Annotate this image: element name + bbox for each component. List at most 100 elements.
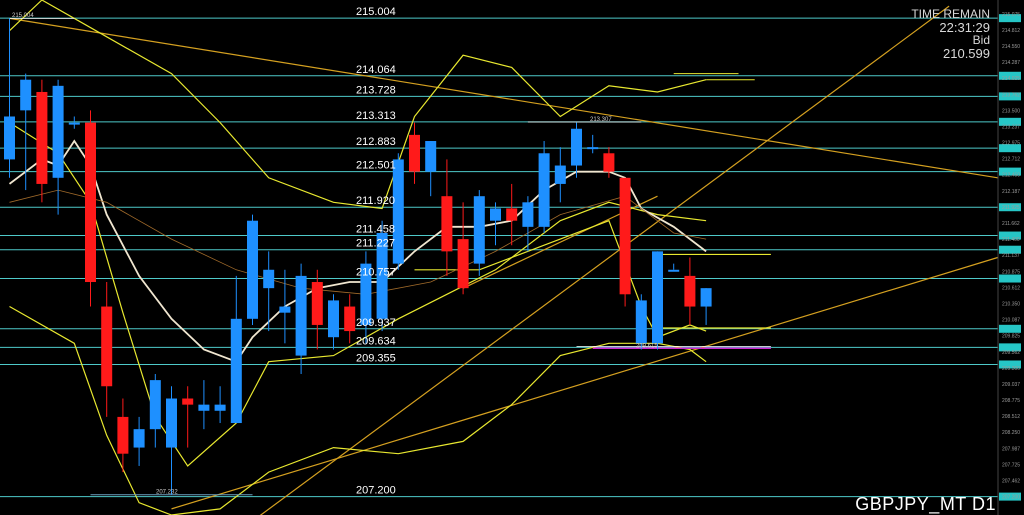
axis-tick-label: 209.562 (1002, 350, 1020, 356)
candle-body (360, 263, 372, 325)
axis-tick-label: 211.400 (1002, 237, 1020, 243)
level-label: 215.004 (356, 6, 396, 18)
candle-body (36, 91, 48, 184)
level-label: 214.064 (356, 64, 396, 76)
axis-tick-label: 208.250 (1002, 430, 1020, 436)
time-remain-label: TIME REMAIN (911, 7, 990, 21)
axis-tick-label: 212.712 (1002, 157, 1020, 163)
candle-body (441, 196, 453, 252)
candle-body (149, 380, 161, 430)
candle-body (311, 282, 323, 325)
axis-tick-label: 210.612 (1002, 285, 1020, 291)
axis-tick-label: 207.987 (1002, 446, 1020, 452)
candle-body (376, 232, 388, 319)
annotation-label: 213.307 (590, 117, 612, 123)
horizontal-levels (0, 17, 998, 498)
axis-tick-label: 208.775 (1002, 398, 1020, 404)
axis-tick-label: 210.087 (1002, 318, 1020, 324)
axis-tick-label: 212.187 (1002, 189, 1020, 195)
level-badge (999, 203, 1021, 212)
candle-body (52, 85, 64, 178)
level-badge (999, 167, 1021, 176)
candle-body (603, 153, 615, 172)
candle-body (101, 306, 113, 387)
candle-body (522, 202, 534, 227)
level-label: 212.501 (356, 160, 396, 172)
candle-body (571, 128, 582, 166)
axis-tick-label: 212.975 (1002, 141, 1020, 147)
level-badge (999, 231, 1021, 240)
candle-body (506, 208, 518, 221)
axis-tick-label: 208.512 (1002, 414, 1020, 420)
trend-lines (9, 5, 998, 515)
annotation-label: 209.615 (636, 344, 658, 350)
level-label: 211.227 (356, 238, 395, 250)
axis-tick-label: 209.037 (1002, 382, 1020, 388)
bid-value: 210.599 (943, 46, 990, 61)
price-axis: 207.200 207.462 207.725 207.987 208.250 208.5… (997, 0, 1021, 515)
level-label: 213.728 (356, 84, 396, 96)
candles (4, 18, 712, 495)
axis-tick-label: 214.287 (1002, 60, 1020, 66)
candle-body (182, 398, 194, 405)
level-badge (999, 245, 1021, 254)
candle-body (473, 196, 485, 264)
axis-tick-label: 207.200 (1002, 495, 1020, 501)
axis-tick-label: 210.350 (1002, 301, 1020, 307)
candle-body (652, 251, 663, 344)
level-labels: 215.004 214.064 213.728 213.313 212.883 212.5… (12, 6, 658, 496)
time-remain-value: 22:31:29 (939, 20, 990, 35)
axis-tick-label: 213.762 (1002, 92, 1020, 98)
level-label: 211.920 (356, 195, 395, 207)
candle-body (684, 275, 696, 307)
axis-tick-label: 209.825 (1002, 334, 1020, 340)
axis-tick-label: 211.662 (1002, 221, 1020, 227)
candle-body (279, 306, 291, 313)
candle-body (117, 416, 129, 454)
candle-body (668, 269, 680, 272)
axis-tick-label: 213.500 (1002, 108, 1020, 114)
level-badge (999, 274, 1021, 283)
band-line (9, 0, 707, 210)
candle-body (344, 306, 356, 332)
candle-body (554, 165, 566, 184)
axis-tick-label: 211.137 (1002, 253, 1020, 259)
axis-tick-label: 214.550 (1002, 44, 1020, 50)
level-badge (999, 144, 1021, 153)
bid-label: Bid (972, 33, 990, 47)
candle-body (587, 147, 599, 150)
level-badge (999, 14, 1021, 23)
candle-body (635, 300, 647, 344)
candle-body (409, 134, 420, 172)
candle-body (328, 300, 339, 338)
candle-body (538, 153, 550, 227)
candle-body (295, 275, 307, 356)
candle-body (214, 404, 226, 411)
level-label: 210.757 (356, 267, 396, 279)
candle-body (133, 429, 145, 448)
candle-body (85, 122, 96, 283)
annotation-label: 207.232 (156, 490, 178, 496)
candle-body (68, 122, 80, 125)
axis-tick-label: 207.462 (1002, 479, 1020, 485)
axis-tick-label: 207.725 (1002, 462, 1020, 468)
candle-body (457, 239, 469, 289)
level-badge (999, 71, 1021, 80)
axis-tick-label: 213.237 (1002, 124, 1020, 130)
candle-body (198, 404, 210, 411)
candle-body (263, 269, 275, 289)
level-badge (999, 343, 1021, 352)
time-remain-panel: TIME REMAIN 22:31:29 Bid 210.599 (911, 7, 990, 61)
candle-body (20, 79, 32, 111)
axis-tick-label: 211.925 (1002, 205, 1020, 211)
level-badge (999, 92, 1021, 101)
axis-tick-label: 212.450 (1002, 173, 1020, 179)
annotation-label: 215.004 (12, 13, 34, 19)
trend-line (259, 5, 950, 515)
candle-body (166, 398, 177, 448)
band-line (9, 122, 707, 467)
trend-line (171, 256, 998, 510)
axis-tick-label: 214.812 (1002, 28, 1020, 34)
candle-body (247, 220, 258, 319)
